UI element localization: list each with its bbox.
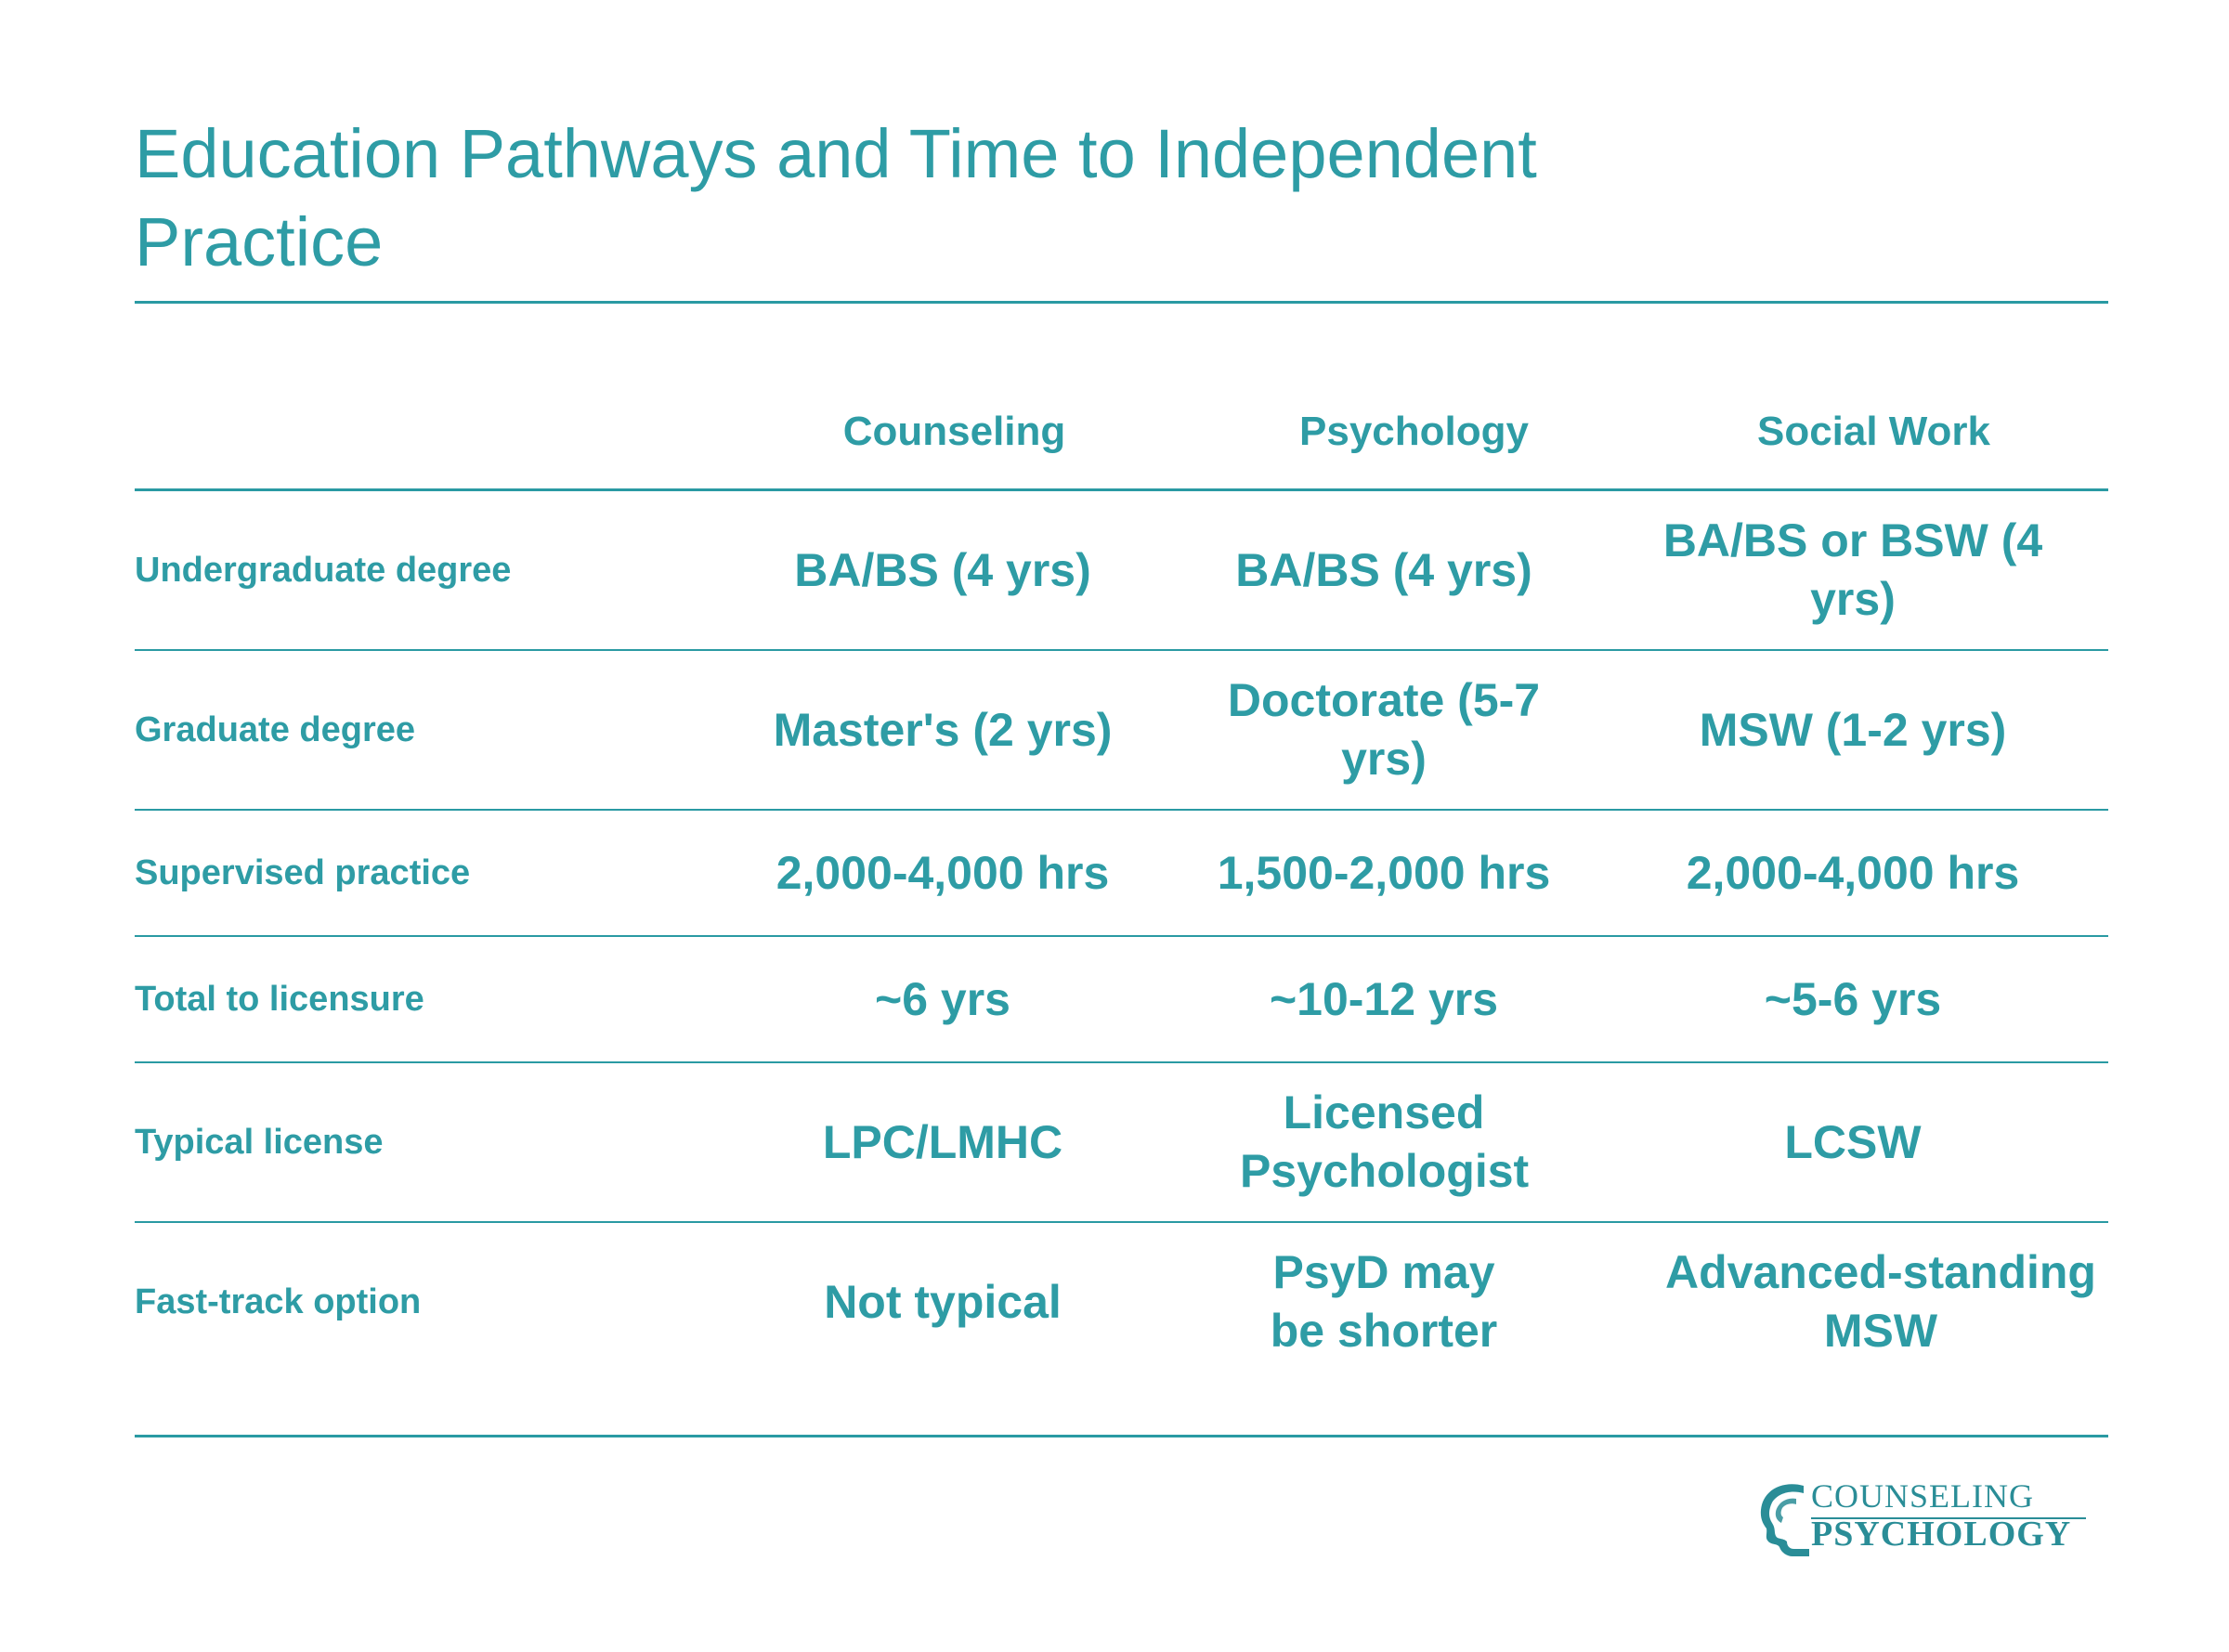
table-cell: 2,000-4,000 hrs	[776, 846, 1110, 899]
table-cell: 2,000-4,000 hrs	[1686, 846, 2020, 899]
title-divider	[135, 301, 2108, 304]
table-cell: Licensed Psychologist	[1240, 1086, 1530, 1197]
table-cell: BA/BS (4 yrs)	[1235, 543, 1532, 596]
table-cell: LPC/LMHC	[822, 1115, 1063, 1168]
table-cell: Doctorate (5-7 yrs)	[1227, 674, 1541, 785]
row-divider	[135, 649, 2108, 651]
row-divider	[135, 1061, 2108, 1063]
logo-divider	[1811, 1517, 2086, 1519]
table-cell: Advanced-standing MSW	[1665, 1246, 2096, 1357]
table-bottom-rule	[135, 1435, 2108, 1437]
table-cell: ~10-12 yrs	[1269, 972, 1499, 1025]
page-title: Education Pathways and Time to Independe…	[135, 115, 1537, 280]
row-label: Supervised practice	[135, 852, 471, 892]
logo-text-counseling: COUNSELING	[1811, 1477, 2034, 1515]
table-row: Typical license LPC/LMHC Licensed Psycho…	[135, 1063, 2108, 1221]
table-cell: Master's (2 yrs)	[773, 703, 1113, 756]
row-label: Total to licensure	[135, 979, 424, 1019]
row-label: Typical license	[135, 1122, 384, 1162]
row-divider	[135, 935, 2108, 937]
table-row: Supervised practice 2,000-4,000 hrs 1,50…	[135, 811, 2108, 935]
head-profile-icon	[1760, 1484, 1809, 1556]
row-label: Fast-track option	[135, 1281, 422, 1321]
header-divider	[135, 488, 2108, 491]
row-divider	[135, 1221, 2108, 1223]
table-cell: 1,500-2,000 hrs	[1217, 846, 1551, 899]
table-cell: ~6 yrs	[875, 972, 1010, 1025]
table-cell: MSW (1-2 yrs)	[1699, 703, 2007, 756]
column-header-psychology: Psychology	[1299, 409, 1529, 454]
table-cell: Not typical	[824, 1275, 1062, 1328]
logo-text-psychology: PSYCHOLOGY	[1811, 1515, 2072, 1554]
row-label: Undergraduate degree	[135, 550, 512, 590]
table-cell: LCSW	[1784, 1115, 1922, 1168]
counseling-psychology-logo: COUNSELING PSYCHOLOGY	[1755, 1476, 2090, 1560]
row-divider	[135, 809, 2108, 811]
table-row: Graduate degree Master's (2 yrs) Doctora…	[135, 651, 2108, 809]
table-cell: ~5-6 yrs	[1764, 972, 1942, 1025]
table-row: Total to licensure ~6 yrs ~10-12 yrs ~5-…	[135, 937, 2108, 1061]
table-row: Undergraduate degree BA/BS (4 yrs) BA/BS…	[135, 491, 2108, 649]
table-row: Fast-track option Not typical PsyD may b…	[135, 1223, 2108, 1381]
column-header-social-work: Social Work	[1756, 409, 1991, 454]
column-header-counseling: Counseling	[842, 409, 1066, 454]
row-label: Graduate degree	[135, 709, 415, 749]
table-cell: BA/BS or BSW (4 yrs)	[1662, 514, 2043, 625]
table-cell: BA/BS (4 yrs)	[794, 543, 1091, 596]
table-cell: PsyD may be shorter	[1270, 1246, 1498, 1357]
